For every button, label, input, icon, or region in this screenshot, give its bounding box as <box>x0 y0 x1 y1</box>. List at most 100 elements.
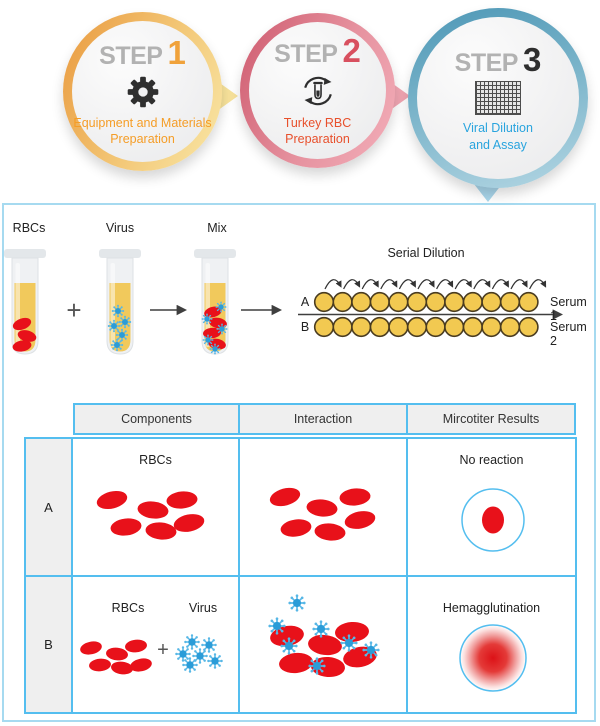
serial-dilution-title: Serial Dilution <box>387 246 465 260</box>
step3-word: STEP <box>454 49 519 78</box>
rbc-cluster <box>269 487 376 541</box>
microplate-well <box>425 316 446 338</box>
dilution-hop-arrow <box>361 279 379 290</box>
virus-particles <box>174 633 224 674</box>
no-reaction-well <box>461 488 525 552</box>
row-a-result-label: No reaction <box>459 453 524 467</box>
microplate-well <box>351 291 372 313</box>
row-b-result-cell: Hemagglutination <box>408 577 575 712</box>
dilution-hop-arrow <box>343 279 361 290</box>
microplate-well <box>332 316 353 338</box>
row-a-result-cell: No reaction <box>408 439 575 577</box>
microplate-well <box>499 291 521 313</box>
microplate-well <box>481 291 502 313</box>
centrifuge-icon <box>303 76 332 105</box>
step2-word: STEP <box>274 39 338 68</box>
microplate-well <box>388 316 409 338</box>
microplate-well <box>481 316 502 338</box>
step1-badge: STEP 1 Equipment and Materials Preparati… <box>63 12 222 171</box>
step3-content: STEP 3 Viral Dilution and Assay <box>417 17 579 179</box>
step1-number: 1 <box>167 33 186 71</box>
step3-title: STEP 3 <box>455 43 542 76</box>
microplate-well <box>332 291 353 313</box>
row-b-rbc-label: RBCs <box>111 601 145 615</box>
microplate-well <box>499 316 521 338</box>
dilution-row-b-label: B <box>300 320 310 334</box>
step3-label: Viral Dilution and Assay <box>463 121 533 152</box>
row-a-components-cell: RBCs <box>73 439 240 577</box>
dilution-row-a-label: A <box>300 295 310 309</box>
microplate-well <box>518 291 539 313</box>
step2-title: STEP 2 <box>274 34 361 67</box>
results-table-header: Components Interaction Mircotiter Result… <box>73 403 576 435</box>
step1-title: STEP 1 <box>99 36 186 69</box>
serum1-label: Serum 1 <box>550 295 587 323</box>
rbc-cluster <box>96 490 205 540</box>
step2-badge: STEP 2 Turkey RBC Preparation <box>240 13 395 168</box>
row-a-components-label: RBCs <box>139 453 172 467</box>
plus-sign: + <box>157 639 169 661</box>
microplate-well <box>313 316 335 338</box>
dilution-hop-arrow <box>491 279 509 290</box>
step3-badge: STEP 3 Viral Dilution and Assay <box>408 8 588 188</box>
header-components: Components <box>75 405 240 433</box>
microplate-rows <box>298 279 564 338</box>
microplate-well <box>406 291 428 313</box>
dilution-hop-arrow <box>417 279 435 290</box>
microplate-well <box>518 316 539 338</box>
microplate-well <box>406 316 428 338</box>
microplate-well <box>351 316 372 338</box>
step2-number: 2 <box>342 31 361 69</box>
mix-test-tube <box>194 249 236 355</box>
agglutination-cluster <box>267 593 381 678</box>
step2-content: STEP 2 Turkey RBC Preparation <box>249 22 386 159</box>
dilution-hop-arrow <box>324 279 342 290</box>
row-b-components-cell: RBCs Virus + <box>73 577 240 712</box>
step1-word: STEP <box>99 41 163 70</box>
rbc-and-virus-cluster <box>80 633 224 675</box>
virus-tube-label: Virus <box>105 221 135 235</box>
microplate-well <box>444 316 465 338</box>
microplate-well <box>313 291 335 313</box>
microplate-well <box>369 316 390 338</box>
step2-label: Turkey RBC Preparation <box>283 115 352 146</box>
virus-test-tube <box>99 249 141 355</box>
mix-tube-label: Mix <box>207 221 227 235</box>
row-b-virus-label: Virus <box>188 601 218 615</box>
dilution-hop-arrow <box>473 279 491 290</box>
dilution-hop-arrow <box>436 279 454 290</box>
dilution-hop-arrow <box>398 279 416 290</box>
microplate-well <box>462 316 483 338</box>
rbc-tube-label: RBCs <box>12 221 46 235</box>
plus-sign: + <box>66 295 82 325</box>
row-b-result-label: Hemagglutination <box>442 601 541 615</box>
row-a-interaction-cell <box>240 439 408 577</box>
row-b-label-cell: B <box>26 577 73 712</box>
microplate-well <box>444 291 465 313</box>
dilution-hop-arrow <box>529 279 547 290</box>
step1-content: STEP 1 Equipment and Materials Preparati… <box>72 21 213 162</box>
serum2-label: Serum 2 <box>550 320 587 348</box>
rbc-cells <box>12 317 37 352</box>
hemagglutination-well <box>459 624 527 692</box>
step3-number: 3 <box>522 41 542 79</box>
microplate-well <box>462 291 483 313</box>
step1-label: Equipment and Materials Preparation <box>73 115 212 146</box>
results-table-body: A RBCs No reaction <box>24 437 577 714</box>
dilution-hop-arrow <box>380 279 398 290</box>
microplate-well <box>388 291 409 313</box>
microplate-well <box>369 291 390 313</box>
header-interaction: Interaction <box>240 405 408 433</box>
microplate-well <box>425 291 446 313</box>
header-microtiter-results: Mircotiter Results <box>442 412 540 426</box>
row-a-label-cell: A <box>26 439 73 577</box>
mix-arrow <box>150 304 188 316</box>
gear-icon <box>127 76 158 108</box>
rbc-test-tube <box>4 249 46 355</box>
dilution-hop-arrow <box>510 279 528 290</box>
microplate-grid-icon <box>475 81 521 116</box>
to-dilution-arrow <box>241 304 283 316</box>
dilution-hop-arrow <box>454 279 472 290</box>
row-b-interaction-cell <box>240 577 408 712</box>
